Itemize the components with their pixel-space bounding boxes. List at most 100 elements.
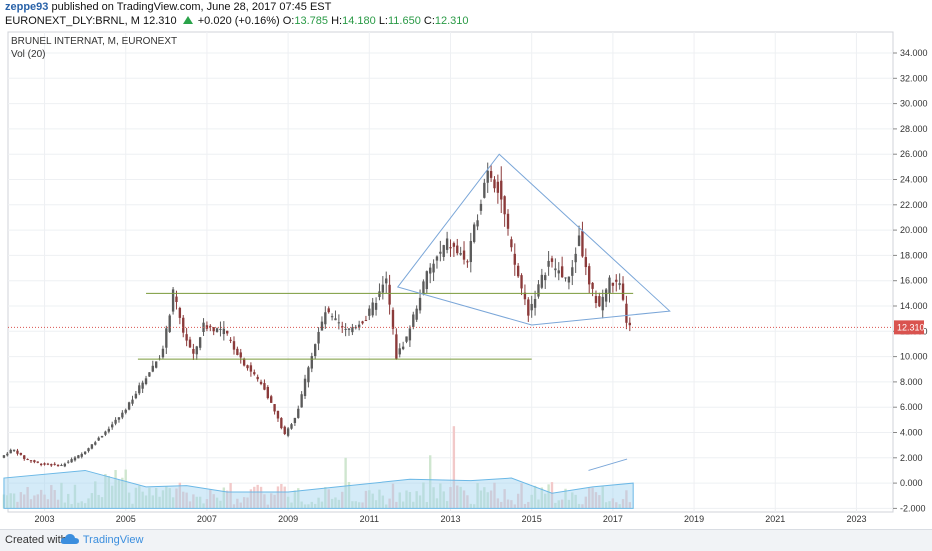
candle-body (341, 326, 344, 328)
volume-bar (422, 482, 425, 509)
volume-bar (229, 482, 232, 509)
y-tick-label: -2.000 (900, 503, 926, 513)
change-value: +0.020 (+0.16%) (197, 15, 280, 27)
candle-body (209, 325, 212, 327)
volume-bar (313, 503, 317, 509)
volume-bar (489, 490, 493, 509)
candle-body (161, 348, 165, 358)
volume-bar (70, 504, 73, 509)
volume-bar (347, 482, 351, 509)
volume-bar (330, 498, 334, 509)
y-tick-label: 28.000 (900, 124, 928, 134)
candle-body (239, 352, 242, 358)
open-label: O: (282, 15, 295, 27)
triangle-pattern (396, 153, 671, 326)
candle-body (117, 417, 121, 420)
volume-bar (588, 487, 591, 509)
candle-body (489, 171, 493, 178)
price-chart[interactable]: 34.000 32.000 30.000 28.000 26.000 24.000 22.0… (0, 30, 932, 529)
volume-bar (537, 499, 540, 509)
y-tick-label: 32.000 (900, 73, 928, 83)
x-tick-label: 2023 (846, 514, 866, 524)
volume-bar (435, 498, 439, 509)
volume-bar (598, 495, 601, 509)
volume-bar (188, 501, 192, 509)
candle-body (401, 346, 405, 350)
candle-body (9, 449, 12, 454)
candle-body (581, 231, 584, 257)
volume-bar (452, 426, 456, 509)
volume-ma-area (3, 469, 634, 509)
candle-body (496, 181, 500, 193)
volume-bar (557, 500, 560, 509)
volume-bar (621, 499, 625, 509)
candle-body (60, 465, 63, 467)
volume-bar (544, 493, 547, 509)
volume-bar (67, 493, 70, 509)
y-tick-label: 20.000 (900, 225, 928, 235)
volume-bar (39, 489, 43, 509)
volume-bar (368, 490, 371, 509)
candle-body (195, 346, 198, 355)
volume-bar (12, 493, 16, 509)
volume-bar (23, 494, 26, 509)
candle-body (412, 314, 415, 327)
candle-body (222, 328, 226, 335)
volume-bar (87, 498, 90, 509)
candle-body (16, 450, 19, 454)
volume-bar (371, 493, 374, 509)
volume-bar (33, 495, 36, 509)
author-name[interactable]: zeppe93 (5, 1, 49, 13)
candle-body (50, 464, 53, 466)
candle-body (171, 289, 175, 312)
volume-bar (374, 500, 378, 509)
volume-bar (310, 501, 313, 509)
candle-body (503, 196, 506, 215)
candle-body (510, 239, 513, 248)
volume-bar (107, 476, 110, 509)
candle-body (100, 435, 104, 438)
candle-body (131, 399, 134, 404)
candle-body (26, 459, 29, 461)
candle-body (374, 302, 378, 310)
volume-bar (320, 501, 324, 509)
volume-bar (418, 495, 422, 509)
candle-body (226, 330, 229, 334)
chart-title: BRUNEL INTERNAT, M, EURONEXT (11, 36, 178, 47)
volume-bar (286, 496, 290, 509)
volume-bar (442, 491, 445, 509)
volume-bar (212, 494, 215, 509)
y-tick-label: 18.000 (900, 250, 928, 260)
candle-body (398, 348, 401, 355)
volume-bar (459, 486, 462, 509)
candle-body (70, 459, 73, 463)
volume-bar (270, 493, 273, 509)
candle-body (354, 326, 357, 329)
tradingview-logo[interactable]: TradingView (60, 533, 143, 546)
candle-body (621, 283, 625, 300)
volume-bar (581, 504, 584, 509)
x-tick-label: 2013 (440, 514, 460, 524)
candle-body (364, 320, 368, 322)
volume-bar (527, 501, 530, 509)
volume-bar (540, 487, 544, 509)
candle-body (418, 297, 422, 311)
volume-bar (398, 492, 401, 509)
x-tick-label: 2019 (684, 514, 704, 524)
candle-body (415, 308, 418, 320)
volume-bar (46, 499, 50, 509)
candle-body (439, 251, 442, 254)
candle-body (571, 267, 574, 276)
volume-bar (469, 503, 472, 509)
price-value: 12.310 (142, 15, 177, 27)
candle-body (351, 327, 354, 333)
candle-body (554, 268, 557, 271)
volume-bar (401, 501, 405, 509)
volume-bar (571, 492, 574, 509)
candle-body (429, 267, 432, 274)
volume-bar (182, 491, 185, 509)
tradingview-brand: TradingView (82, 534, 144, 546)
candle-body (459, 253, 462, 255)
y-tick-label: 34.000 (900, 48, 928, 58)
volume-bar (273, 494, 276, 509)
